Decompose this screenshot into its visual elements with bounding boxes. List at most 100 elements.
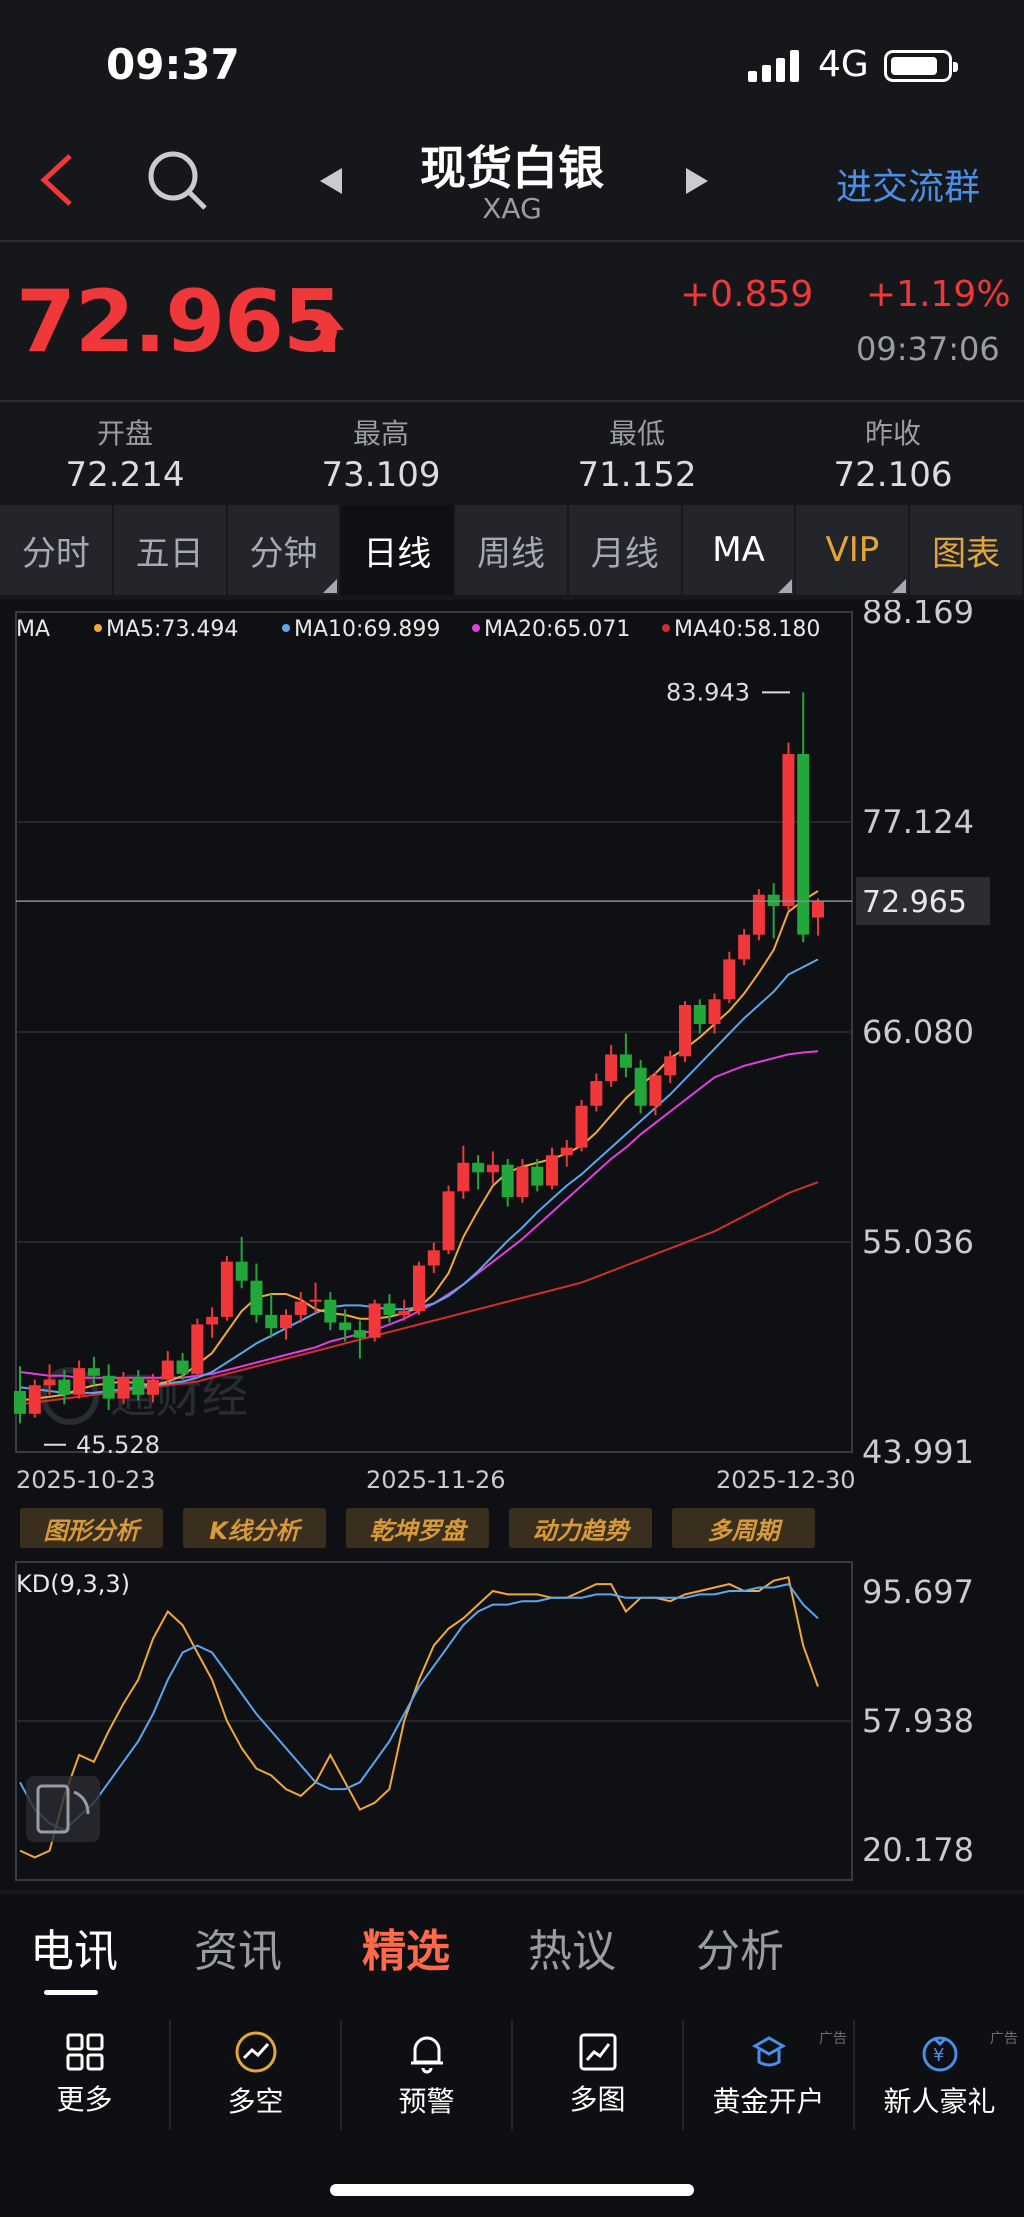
candle-body	[250, 1280, 263, 1315]
tab-intraday[interactable]: 分时	[0, 505, 114, 595]
kline-analysis-button[interactable]: K线分析	[183, 1508, 326, 1548]
candle-body	[58, 1379, 71, 1395]
more-button[interactable]: 更多	[0, 2020, 171, 2130]
candle-body	[664, 1056, 677, 1076]
tab-minute[interactable]: 分钟	[228, 505, 342, 595]
tab-daily[interactable]: 日线	[341, 505, 456, 595]
news-tab-featured[interactable]: 精选	[362, 1926, 450, 1977]
candle-body	[176, 1360, 189, 1374]
gold-account-button[interactable]: 广告 黄金开户	[684, 2020, 855, 2130]
tab-five-day[interactable]: 五日	[114, 505, 228, 595]
legend-dot	[282, 624, 290, 632]
stat-high-label: 最高	[352, 417, 409, 450]
max-price-label: 83.943	[666, 678, 750, 706]
candle-body	[634, 1067, 647, 1106]
candle-body	[501, 1164, 514, 1198]
candle-body	[220, 1261, 233, 1317]
candle-body	[546, 1155, 558, 1186]
candle-body	[294, 1301, 307, 1315]
candle-body	[619, 1054, 632, 1068]
stat-open-value: 72.214	[65, 455, 185, 495]
candle-body	[560, 1147, 573, 1156]
legend-dot	[472, 624, 480, 632]
candle-body	[605, 1054, 618, 1082]
home-area	[0, 2130, 1024, 2217]
prev-symbol-button[interactable]	[318, 166, 344, 200]
bell-icon	[410, 2036, 443, 2074]
news-tab-telegraph[interactable]: 电讯	[30, 1926, 118, 1977]
candle-body	[309, 1299, 322, 1302]
tab-ma[interactable]: MA	[683, 505, 797, 595]
candle-body	[693, 1005, 706, 1025]
new-user-gift-button[interactable]: 广告 ¥ 新人豪礼	[883, 2031, 1018, 2118]
candle-body	[738, 934, 751, 960]
tab-vip[interactable]: VIP	[796, 505, 911, 595]
battery-icon	[884, 50, 958, 82]
long-short-button[interactable]: 多空	[171, 2020, 342, 2130]
period-tabs: 分时 五日 分钟 日线 周线 月线 MA VIP 图表	[0, 505, 1024, 595]
kd-label: KD(9,3,3)	[16, 1570, 130, 1598]
page-title: 现货白银	[420, 141, 604, 195]
quote-time: 09:37:06	[856, 330, 1000, 368]
candle-body	[132, 1377, 145, 1395]
kd-k-line	[19, 1576, 819, 1859]
chart-icon	[579, 2033, 616, 2071]
candle-body	[812, 901, 824, 918]
candle-body	[575, 1105, 588, 1148]
candle-body	[427, 1250, 440, 1266]
stat-low-value: 71.152	[577, 455, 697, 495]
tab-weekly[interactable]: 周线	[455, 505, 569, 595]
join-group-link[interactable]: 进交流群	[836, 167, 981, 208]
candle-body	[235, 1261, 248, 1281]
rotate-phone-icon	[36, 1784, 70, 1834]
tab-chart-settings[interactable]: 图表	[910, 505, 1024, 595]
candle-body	[398, 1311, 411, 1315]
multi-chart-button[interactable]: 多图	[513, 2020, 684, 2130]
home-indicator[interactable]	[330, 2184, 694, 2196]
candle-body	[590, 1081, 603, 1106]
y-tick-label: 88.169	[862, 600, 974, 631]
back-button[interactable]	[30, 150, 90, 210]
candle-body	[14, 1390, 26, 1414]
legend-item-1: MA10:69.899	[294, 617, 440, 642]
search-button[interactable]	[145, 148, 209, 212]
candle-body	[782, 754, 795, 907]
ma-legend-label: MA	[16, 617, 50, 642]
pattern-analysis-button[interactable]: 图形分析	[20, 1508, 163, 1548]
candle-body	[723, 959, 736, 1000]
compass-button[interactable]: 乾坤罗盘	[346, 1508, 489, 1548]
quote-divider	[0, 400, 1024, 402]
multi-period-button[interactable]: 多周期	[672, 1508, 815, 1548]
candle-body	[797, 754, 810, 935]
price-change: +0.859	[680, 274, 814, 315]
news-tab-hot[interactable]: 热议	[528, 1926, 616, 1977]
rotate-screen-button[interactable]	[26, 1776, 100, 1842]
alert-button[interactable]: 预警	[342, 2020, 513, 2130]
dropdown-corner-icon	[892, 579, 907, 593]
candle-body	[280, 1314, 292, 1329]
signal-icon	[748, 50, 800, 82]
candle-body	[516, 1166, 529, 1198]
candle-body	[117, 1377, 130, 1399]
momentum-trend-button[interactable]: 动力趋势	[509, 1508, 652, 1548]
kline-chart[interactable]: 通财经 MA MA5:73.494 MA10:69.899 MA20:65.071 M…	[0, 600, 1024, 1890]
legend-item-2: MA20:65.071	[484, 617, 630, 642]
current-price-tag	[856, 877, 990, 926]
news-tab-info[interactable]: 资讯	[194, 1926, 282, 1977]
kd-d-line	[19, 1582, 819, 1832]
news-tab-analysis[interactable]: 分析	[696, 1926, 784, 1977]
next-symbol-button[interactable]	[684, 166, 710, 200]
stat-prevclose-label: 昨收	[864, 417, 921, 450]
y-tick-label: 43.991	[862, 1433, 974, 1471]
grid-icon	[66, 2033, 103, 2071]
legend-dot	[662, 624, 670, 632]
chevron-left-icon	[40, 154, 72, 206]
tab-monthly[interactable]: 月线	[569, 505, 683, 595]
x-tick-start: 2025-10-23	[16, 1466, 155, 1494]
candle-body	[383, 1303, 396, 1315]
current-price-tag-text: 72.965	[862, 885, 967, 920]
candle-body	[649, 1075, 662, 1106]
gift-icon: ¥	[922, 2036, 957, 2072]
candle-body	[413, 1265, 425, 1312]
y-tick-label: 77.124	[862, 803, 974, 841]
